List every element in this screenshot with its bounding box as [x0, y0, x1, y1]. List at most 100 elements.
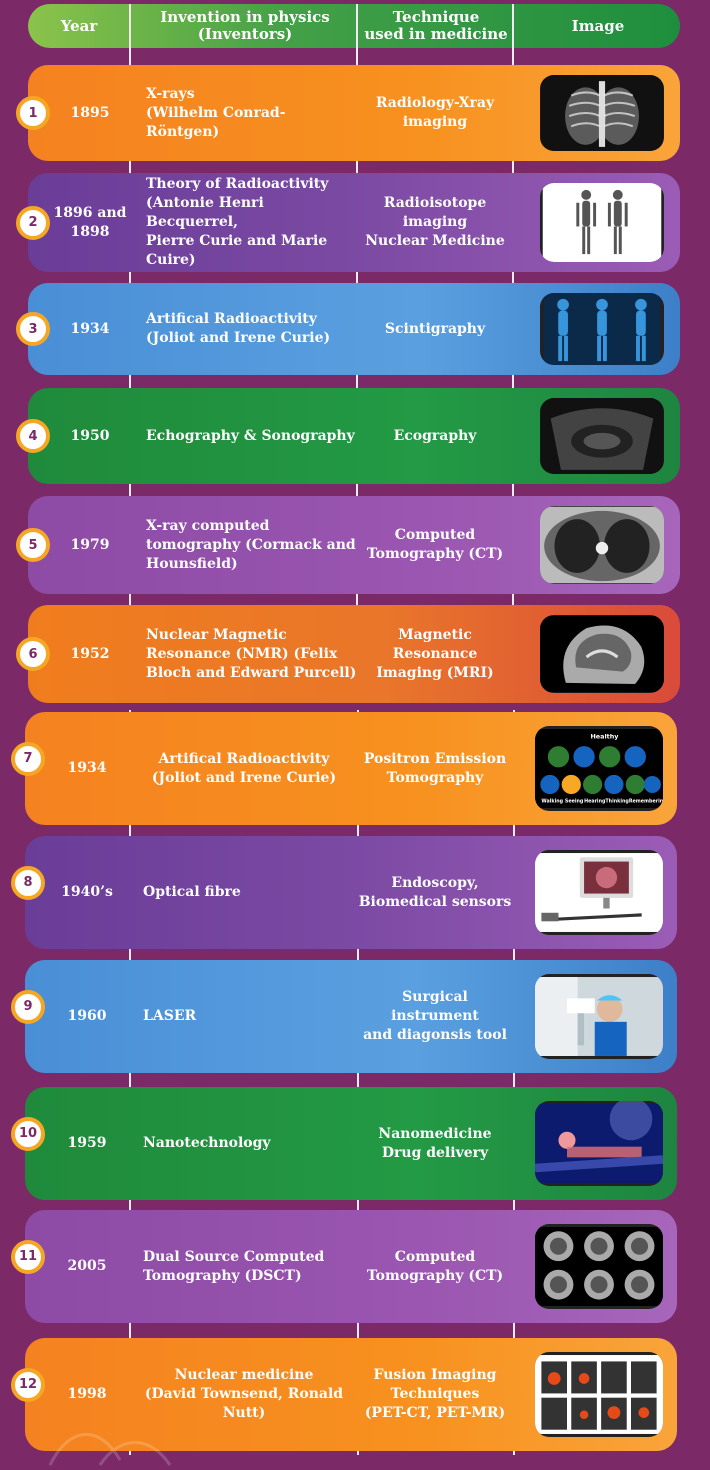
inv-line: Artifical Radioactivity — [158, 750, 330, 767]
tech-line: Tomography (CT) — [366, 546, 504, 562]
inv-line: Nanotechnology — [143, 1135, 271, 1151]
column-divider — [357, 710, 359, 1455]
invention-cell: Artifical Radioactivity (Joliot and Irene… — [129, 712, 359, 825]
background-decoration-icon — [48, 1432, 172, 1466]
invention-cell: Nuclear medicine (David Townsend, Ronald … — [129, 1338, 359, 1451]
year-cell: 1895 — [50, 65, 130, 161]
tech-line: Nuclear Medicine — [365, 233, 505, 249]
table-row: 1934 Artifical Radioactivity (Joliot and … — [28, 283, 680, 375]
tech-line: Scintigraphy — [384, 320, 486, 337]
year-text: 1952 — [70, 645, 110, 662]
ct-lung-image — [540, 506, 664, 584]
invention-cell: Artifical Radioactivity (Joliot and Irene… — [146, 283, 358, 375]
tech-line: Magnetic Resonance — [392, 626, 478, 662]
table-row: 1998 Nuclear medicine (David Townsend, Ro… — [25, 1338, 677, 1451]
row-number-badge: 8 — [11, 865, 45, 900]
tech-line: imaging — [402, 214, 468, 230]
tech-line: Computed — [394, 1248, 476, 1265]
svg-text:Seeing: Seeing — [565, 799, 584, 805]
year-cell: 1952 — [50, 605, 130, 703]
inv-line: LASER — [143, 1008, 197, 1024]
year-cell: 2005 — [47, 1210, 127, 1323]
inv-line: Tomography (DSCT) — [143, 1267, 302, 1284]
invention-cell: Nuclear Magnetic Resonance (NMR) (Felix Bl… — [146, 605, 358, 703]
tech-line: Endoscopy, — [391, 874, 479, 891]
year-text: 1940’s — [61, 884, 113, 900]
svg-text:Walking: Walking — [541, 799, 563, 805]
row-number-badge: 3 — [16, 312, 50, 346]
table-row: 1950 Echography & Sonography Ecography — [28, 388, 680, 484]
inv-line: Theory of Radioactivity — [146, 176, 329, 192]
tech-line: imaging — [402, 114, 468, 130]
invention-cell: Theory of Radioactivity (Antonie Henri Be… — [146, 173, 358, 272]
year-text: 1895 — [70, 104, 110, 121]
skeleton-scan-image — [540, 293, 664, 365]
ct-brain-slices-image — [535, 1224, 663, 1309]
year-cell: 1998 — [47, 1338, 127, 1451]
tech-line: Positron Emission — [363, 750, 507, 767]
year-cell: 1950 — [50, 388, 130, 484]
svg-text:Remembering: Remembering — [629, 799, 663, 805]
year-text: 1960 — [67, 1008, 107, 1024]
invention-cell: X-ray computed tomography (Cormack and Hou… — [146, 496, 358, 594]
year-text: 1959 — [67, 1135, 107, 1151]
endoscope-image — [535, 850, 663, 935]
table-header: Year Invention in physics (Inventors) Tec… — [28, 4, 680, 48]
inv-line: tomography (Cormack and — [146, 536, 356, 553]
tech-line: Radioisotope — [383, 195, 487, 211]
table-row: 1959 Nanotechnology Nanomedicine Drug del… — [25, 1087, 677, 1200]
row-number-badge: 2 — [16, 205, 50, 240]
ultrasound-image — [540, 398, 664, 474]
row-number-badge: 6 — [16, 637, 50, 671]
row-number-badge: 1 — [16, 96, 50, 130]
row-number-badge: 11 — [11, 1239, 45, 1274]
inv-line: X-rays — [146, 85, 195, 102]
inv-line: X-ray computed — [146, 517, 270, 534]
table-row: 2005 Dual Source Computed Tomography (DSC… — [25, 1210, 677, 1323]
table-row: 1960 LASER Surgical instrument and diagon… — [25, 960, 677, 1073]
svg-text:Thinking: Thinking — [605, 799, 629, 805]
technique-cell: Computed Tomography (CT) — [357, 1210, 513, 1323]
tech-line: Fusion Imaging — [373, 1367, 497, 1383]
tech-line: Drug delivery — [381, 1144, 489, 1161]
year-text: 1979 — [70, 536, 110, 553]
table-row: 1979 X-ray computed tomography (Cormack a… — [28, 496, 680, 594]
tech-line: (PET-CT, PET-MR) — [364, 1405, 506, 1421]
year-cell: 1979 — [50, 496, 130, 594]
header-year: Year — [60, 16, 98, 35]
year-cell: 1940’s — [47, 836, 127, 949]
year-text: 1934 — [70, 320, 110, 337]
tech-line: Tomography — [386, 769, 484, 786]
year-cell: 1934 — [50, 283, 130, 375]
inv-line: Nuclear medicine — [174, 1367, 314, 1383]
technique-cell: Fusion Imaging Techniques (PET-CT, PET-MR) — [357, 1338, 513, 1451]
mri-head-image — [540, 615, 664, 693]
year-cell: 1934 — [47, 712, 127, 825]
inv-line: (Joliot and Irene Curie) — [151, 769, 337, 786]
inv-line: (Wilhelm Conrad-Röntgen) — [146, 104, 286, 140]
inv-line: Artifical Radioactivity — [146, 311, 317, 327]
inv-line: Optical fibre — [143, 884, 241, 900]
technique-cell: Endoscopy, Biomedical sensors — [357, 836, 513, 949]
fusion-imaging-image — [535, 1352, 663, 1437]
inv-line: (Joliot and Irene Curie) — [146, 330, 331, 346]
year-text: 1998 — [67, 1386, 107, 1402]
technique-cell: Scintigraphy — [357, 283, 513, 375]
bone-scan-image — [540, 183, 664, 262]
technique-cell: Surgical instrument and diagonsis tool — [357, 960, 513, 1073]
table-row: 1896 and 1898 Theory of Radioactivity (An… — [28, 173, 680, 272]
technique-cell: Nanomedicine Drug delivery — [357, 1087, 513, 1200]
tech-line: Radiology-Xray — [375, 95, 495, 111]
invention-cell: Nanotechnology — [143, 1087, 355, 1200]
nanomedicine-image — [535, 1101, 663, 1186]
table-row: 1895 X-rays (Wilhelm Conrad-Röntgen) Radi… — [28, 65, 680, 161]
inv-line: Echography & Sonography — [146, 427, 355, 444]
inv-line: Hounsfield) — [146, 555, 238, 572]
invention-cell: Echography & Sonography — [146, 388, 358, 484]
tech-line: Tomography (CT) — [366, 1267, 504, 1284]
technique-cell: Positron Emission Tomography — [357, 712, 513, 825]
table-row: 1934 Artifical Radioactivity (Joliot and … — [25, 712, 677, 825]
year-text: 1898 — [70, 223, 110, 240]
surgeon-microscope-image — [535, 974, 663, 1059]
